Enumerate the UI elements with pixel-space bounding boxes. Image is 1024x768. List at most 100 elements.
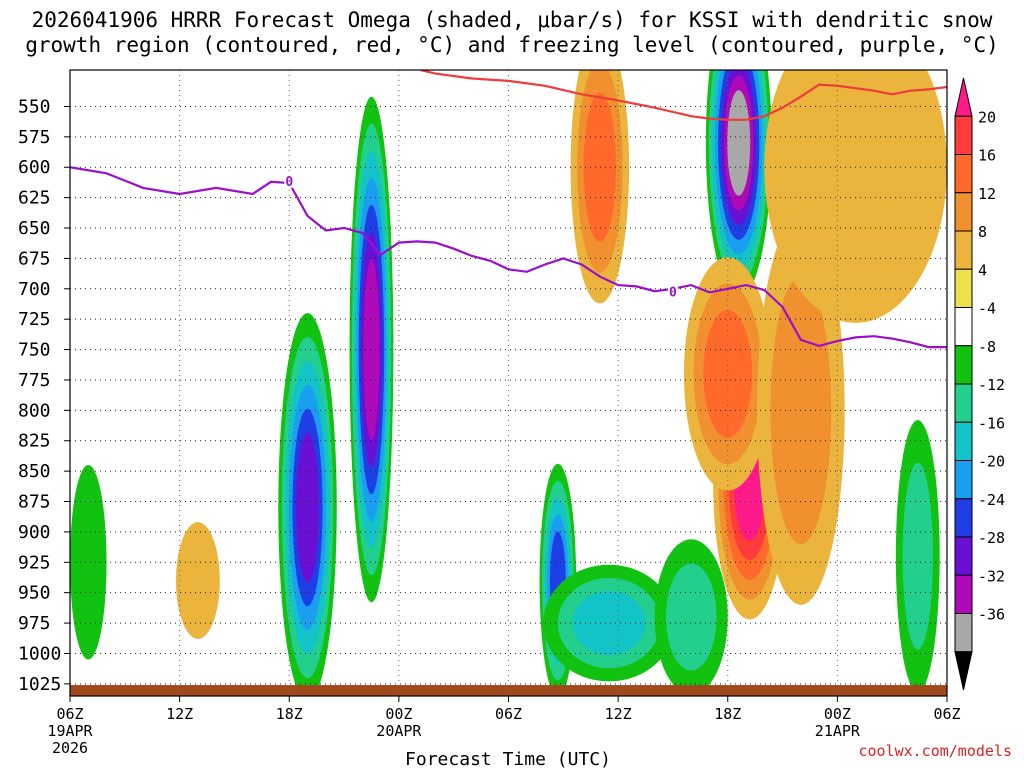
colorbar-swatch <box>954 613 973 653</box>
colorbar-swatch <box>954 345 973 385</box>
x-tick-label: 00Z <box>385 705 412 723</box>
y-tick-label: 675 <box>18 248 51 269</box>
colorbar-swatch <box>954 460 973 500</box>
updraft-3-level <box>296 432 320 583</box>
x-axis-title: Forecast Time (UTC) <box>405 749 611 768</box>
x-tick-date: 21APR <box>815 722 861 740</box>
freezing-level-contour <box>70 166 947 349</box>
colorbar-swatch <box>954 192 973 232</box>
subsidence-3 <box>570 70 630 304</box>
subsidence-6-level <box>175 522 220 639</box>
updraft-5-level <box>727 90 751 196</box>
colorbar-label: -4 <box>978 300 996 318</box>
grid-lines <box>69 70 948 696</box>
y-tick-label: 550 <box>18 96 51 117</box>
colorbar-label: -32 <box>978 567 1005 585</box>
updraft-6 <box>543 564 675 682</box>
y-tick-label: 850 <box>18 461 51 482</box>
updraft-6-level <box>572 591 646 656</box>
updraft-8 <box>895 420 940 693</box>
colorbar-label: -8 <box>978 338 996 356</box>
x-tick-label: 12Z <box>605 705 632 723</box>
y-tick-label: 1025 <box>18 674 61 695</box>
updraft-7-level <box>665 563 717 671</box>
subsidence-3-level <box>583 92 617 242</box>
x-tick-label: 00Z <box>824 705 851 723</box>
colorbar-label: 16 <box>978 147 996 165</box>
x-tick-label: 18Z <box>714 705 741 723</box>
colorbar: 20 16 12 8 4 -4 -8 -12 -16 -20 -24 -28 -32 -36 <box>954 77 1005 691</box>
updraft-1 <box>70 465 107 660</box>
chart-title-line-1: 2026041906 HRRR Forecast Omega (shaded, … <box>31 8 993 32</box>
freezing-label-bg <box>667 284 678 299</box>
y-tick-label: 625 <box>18 188 51 209</box>
colorbar-top-arrow <box>954 77 973 117</box>
colorbar-swatch <box>954 574 973 614</box>
omega-shading <box>70 70 947 696</box>
x-tick-label: 18Z <box>276 705 303 723</box>
contour-lines: 00 <box>70 70 947 349</box>
x-tick-label: 06Z <box>933 705 960 723</box>
x-tick-date: 20APR <box>376 722 422 740</box>
y-tick-label: 825 <box>18 431 51 452</box>
x-tick-year: 2026 <box>52 739 88 757</box>
y-tick-label: 575 <box>18 127 51 148</box>
colorbar-label: -12 <box>978 376 1005 394</box>
colorbar-label: 20 <box>978 108 996 126</box>
y-axis: 550 575 600 625 650 675 700 725 750 775 800 825 850 8… <box>18 96 70 695</box>
colorbar-label: 12 <box>978 185 996 203</box>
subsidence-2-level <box>703 309 753 438</box>
colorbar-swatch <box>954 421 973 461</box>
colorbar-swatch <box>954 536 973 576</box>
x-tick-label: 06Z <box>495 705 522 723</box>
dgz-contour <box>420 70 947 121</box>
colorbar-label: 4 <box>978 261 987 279</box>
y-tick-label: 875 <box>18 492 51 513</box>
chart-title-line-2: growth region (contoured, red, °C) and f… <box>25 33 999 57</box>
updraft-2 <box>349 96 394 603</box>
updraft-3 <box>278 313 337 696</box>
colorbar-label: 8 <box>978 223 987 241</box>
freezing-level-label: 0 <box>669 285 677 300</box>
credit-link[interactable]: coolwx.com/models <box>858 742 1012 760</box>
y-tick-label: 800 <box>18 400 51 421</box>
colorbar-swatch <box>954 154 973 194</box>
colorbar-swatch <box>954 115 973 155</box>
updraft-7 <box>654 539 728 695</box>
updraft-8-level <box>902 462 933 650</box>
colorbar-swatch <box>954 383 973 423</box>
y-tick-label: 925 <box>18 552 51 573</box>
y-tick-label: 600 <box>18 157 51 178</box>
colorbar-bottom-arrow <box>954 651 973 691</box>
colorbar-label: -36 <box>978 606 1005 624</box>
x-tick-label: 06Z <box>56 705 83 723</box>
y-tick-label: 725 <box>18 309 51 330</box>
colorbar-swatch <box>954 268 973 308</box>
x-tick-label: 12Z <box>166 705 193 723</box>
colorbar-label: -24 <box>978 491 1005 509</box>
colorbar-label: -20 <box>978 453 1005 471</box>
updraft-2-level <box>363 258 380 441</box>
freezing-level-label: 0 <box>285 175 293 190</box>
updraft-1-level <box>70 465 107 660</box>
y-tick-label: 750 <box>18 340 51 361</box>
x-tick-date: 19APR <box>47 722 93 740</box>
y-tick-label: 900 <box>18 522 51 543</box>
y-tick-label: 950 <box>18 583 51 604</box>
colorbar-label: -16 <box>978 414 1005 432</box>
subsidence-2 <box>683 257 772 491</box>
y-tick-label: 650 <box>18 218 51 239</box>
y-tick-label: 1000 <box>18 643 61 664</box>
y-tick-label: 775 <box>18 370 51 391</box>
colorbar-swatch <box>954 307 973 347</box>
colorbar-label: -28 <box>978 529 1005 547</box>
colorbar-swatch <box>954 230 973 270</box>
subsidence-6 <box>175 522 220 639</box>
y-tick-label: 700 <box>18 279 51 300</box>
subsidence-5 <box>764 70 947 323</box>
colorbar-swatch <box>954 498 973 538</box>
subsidence-5-level <box>764 70 947 323</box>
freezing-label-bg <box>284 173 295 188</box>
